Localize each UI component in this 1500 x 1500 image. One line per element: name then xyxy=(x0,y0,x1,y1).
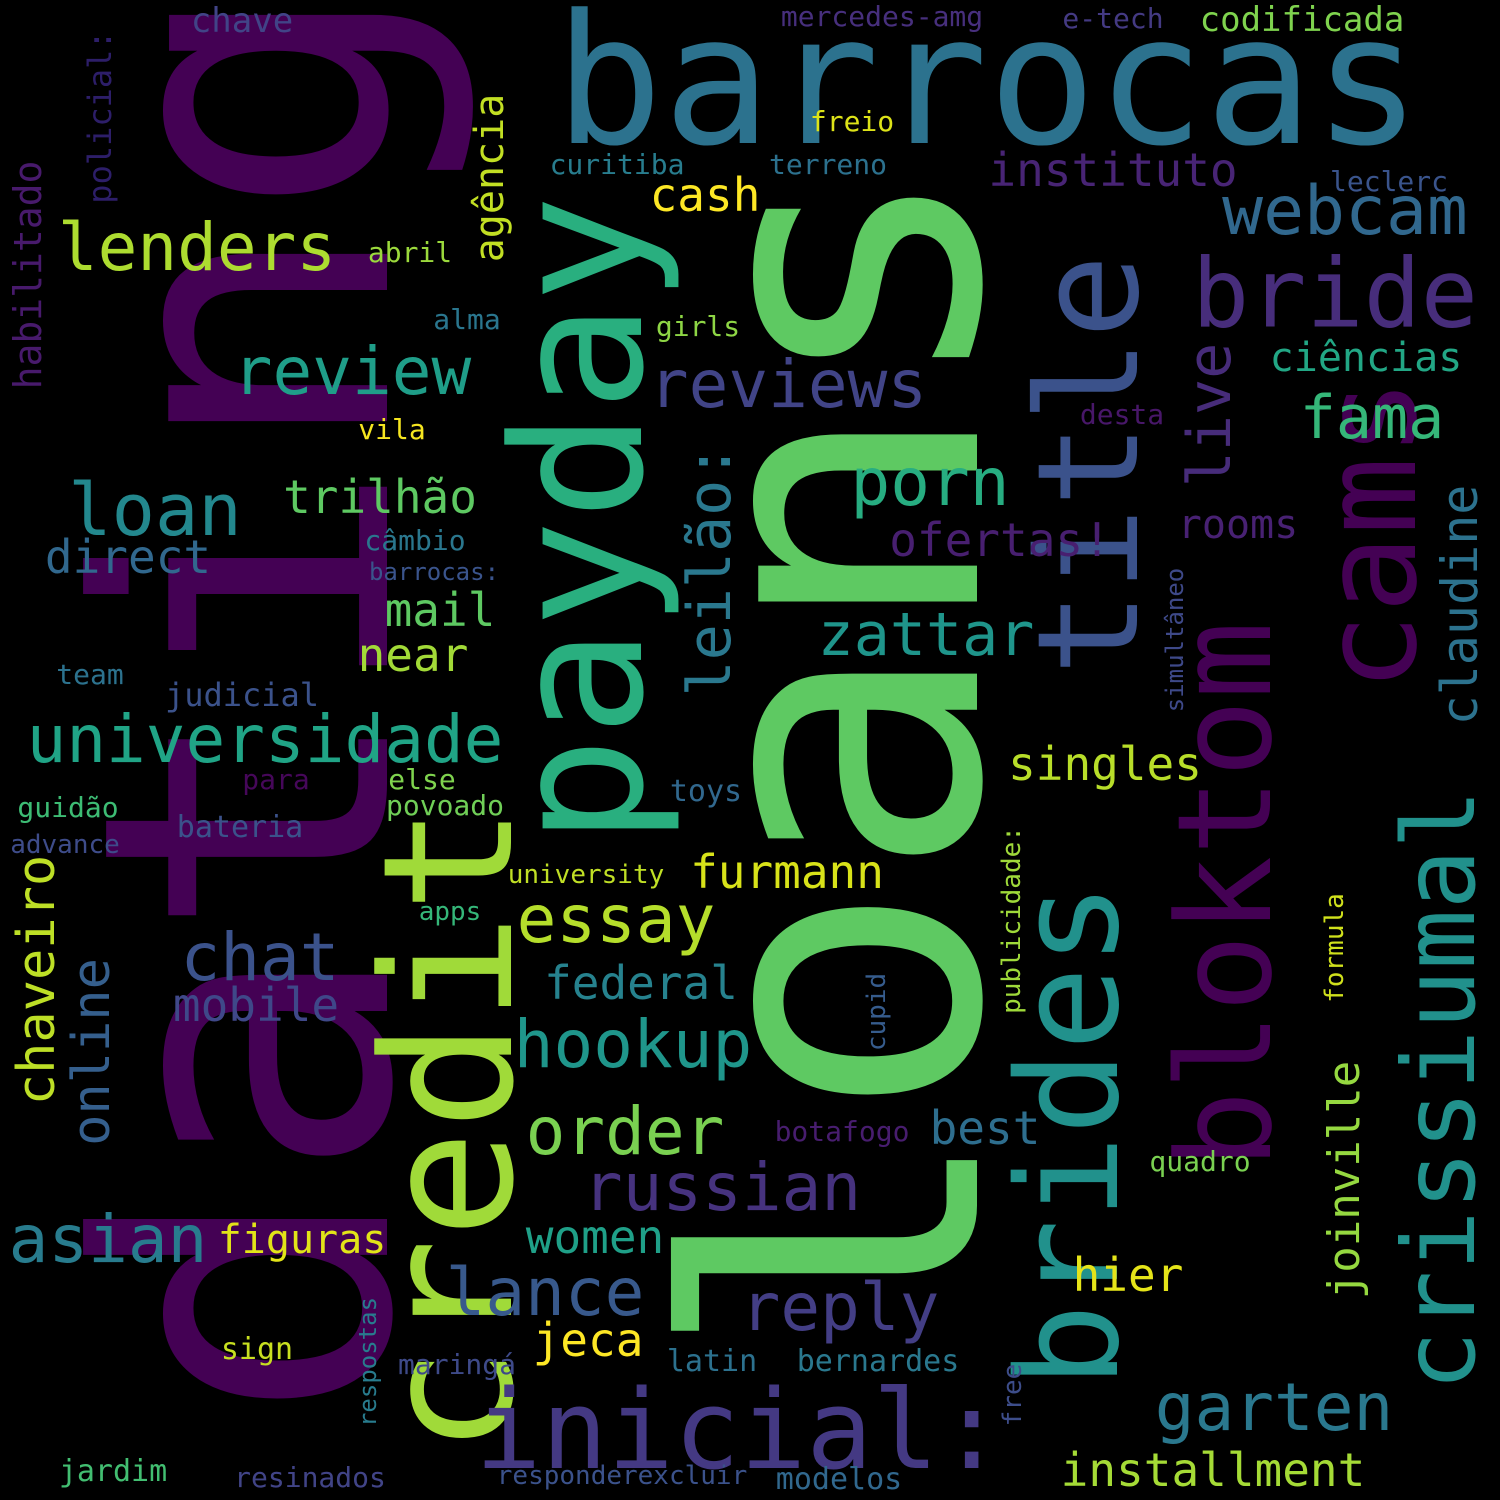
word-reviews: reviews xyxy=(648,346,928,423)
word-claudine: claudine xyxy=(1431,484,1489,726)
word-loan: loan xyxy=(68,468,242,552)
word-university: university xyxy=(507,860,665,890)
word-lenders: lenders xyxy=(57,209,337,286)
word-para: para xyxy=(242,763,310,796)
word-porn: porn xyxy=(850,444,1010,521)
word-installment: installment xyxy=(1060,1443,1366,1497)
word-sign: sign xyxy=(220,1332,294,1367)
word-chave: chave xyxy=(190,1,294,41)
word-direct: direct xyxy=(44,530,212,584)
word-russian: russian xyxy=(582,1149,862,1226)
word-garten: garten xyxy=(1154,1369,1394,1446)
word-furmann: furmann xyxy=(690,845,884,899)
word-universidade: universidade xyxy=(26,701,504,778)
word-mercedes: mercedes-amg xyxy=(780,0,984,33)
word-joinville: joinville xyxy=(1319,1060,1370,1300)
word-policial: policial: xyxy=(81,30,119,204)
word-respostas: respostas xyxy=(354,1296,382,1428)
word-online: online xyxy=(62,958,122,1146)
word-bernardes: bernardes xyxy=(796,1344,960,1379)
word-near: near xyxy=(357,628,469,682)
word-chaveiro: chaveiro xyxy=(7,854,67,1106)
word-apps: apps xyxy=(418,897,482,927)
word-asian: asian xyxy=(8,1201,208,1278)
word-mobile: mobile xyxy=(172,978,340,1032)
word-lance: lance xyxy=(445,1254,645,1331)
word-formula: formula xyxy=(1320,893,1350,1003)
word-judicial: judicial xyxy=(164,676,320,714)
word-trilhao: trilhão xyxy=(283,470,477,524)
word-curitiba: curitiba xyxy=(549,148,685,181)
word-toys: toys xyxy=(669,774,743,809)
word-instituto: instituto xyxy=(988,143,1238,197)
word-responderexcluir: responderexcluir xyxy=(496,1461,748,1491)
word-girls: girls xyxy=(655,310,741,343)
word-agencia: agência xyxy=(467,93,513,263)
word-desta: desta xyxy=(1079,398,1165,431)
word-order: order xyxy=(525,1093,725,1170)
word-ciencias: ciências xyxy=(1269,335,1463,381)
word-singles: singles xyxy=(1008,737,1202,791)
word-publicidade: publicidade: xyxy=(997,826,1027,1014)
word-best: best xyxy=(929,1101,1041,1155)
word-cupid: cupid xyxy=(862,972,892,1052)
word-latin: latin xyxy=(666,1344,758,1379)
word-payday: payday xyxy=(475,194,684,846)
word-crissiumal: crissiumal xyxy=(1381,788,1498,1392)
word-fama: fama xyxy=(1299,383,1445,453)
word-jeca: jeca xyxy=(532,1313,644,1367)
word-leclerc: leclerc xyxy=(1329,165,1449,198)
word-cash: cash xyxy=(649,168,761,222)
word-codificada: codificada xyxy=(1199,0,1405,40)
word-jardim: jardim xyxy=(58,1454,168,1489)
word-guidao: guidão xyxy=(17,791,119,824)
word-inicial: inicial: xyxy=(475,1366,1005,1494)
word-leilao: leilão: xyxy=(675,443,745,697)
word-maringa: maringá xyxy=(397,1348,517,1381)
word-title: title xyxy=(1008,254,1171,676)
word-hookup: hookup xyxy=(513,1006,753,1083)
word-live: live xyxy=(1175,342,1245,488)
word-review: review xyxy=(232,333,472,410)
word-botafogo: botafogo xyxy=(774,1115,910,1148)
word-bateria: bateria xyxy=(176,810,304,845)
word-mail: mail xyxy=(384,583,496,637)
word-freio: freio xyxy=(809,105,895,138)
word-hier: hier xyxy=(1072,1248,1184,1302)
word-simultaneo: simultâneo xyxy=(1161,567,1189,713)
word-resinados: resinados xyxy=(234,1461,386,1494)
word-essay: essay xyxy=(516,881,716,958)
word-rooms: rooms xyxy=(1177,502,1299,548)
word-advance: advance xyxy=(10,830,120,860)
word-modelos: modelos xyxy=(775,1462,903,1497)
word-webcam: webcam xyxy=(1222,172,1468,251)
word-barrocas2: barrocas: xyxy=(368,558,500,586)
word-alma: alma xyxy=(433,303,501,336)
word-povoado: povoado xyxy=(385,789,505,822)
word-ofertas: ofertas! xyxy=(889,513,1111,567)
word-abril: abril xyxy=(367,236,453,269)
word-free: free xyxy=(998,1363,1028,1427)
word-etech: e-tech xyxy=(1062,2,1164,35)
word-habilitado: habilitado xyxy=(6,160,50,390)
word-quadro: quadro xyxy=(1149,1145,1251,1178)
word-chat: chat xyxy=(180,919,340,996)
word-women: women xyxy=(525,1210,665,1264)
word-cambio: câmbio xyxy=(364,524,466,557)
word-vila: vila xyxy=(358,413,426,446)
word-figuras: figuras xyxy=(217,1217,387,1263)
word-bride: bride xyxy=(1192,239,1478,350)
word-terreno: terreno xyxy=(768,148,888,181)
word-barrocas: barrocas xyxy=(554,0,1422,186)
word-team: team xyxy=(56,658,124,691)
word-else: else xyxy=(388,763,456,796)
word-reply: reply xyxy=(740,1269,940,1346)
word-zattar: zattar xyxy=(817,600,1035,670)
word-federal: federal xyxy=(544,956,738,1010)
